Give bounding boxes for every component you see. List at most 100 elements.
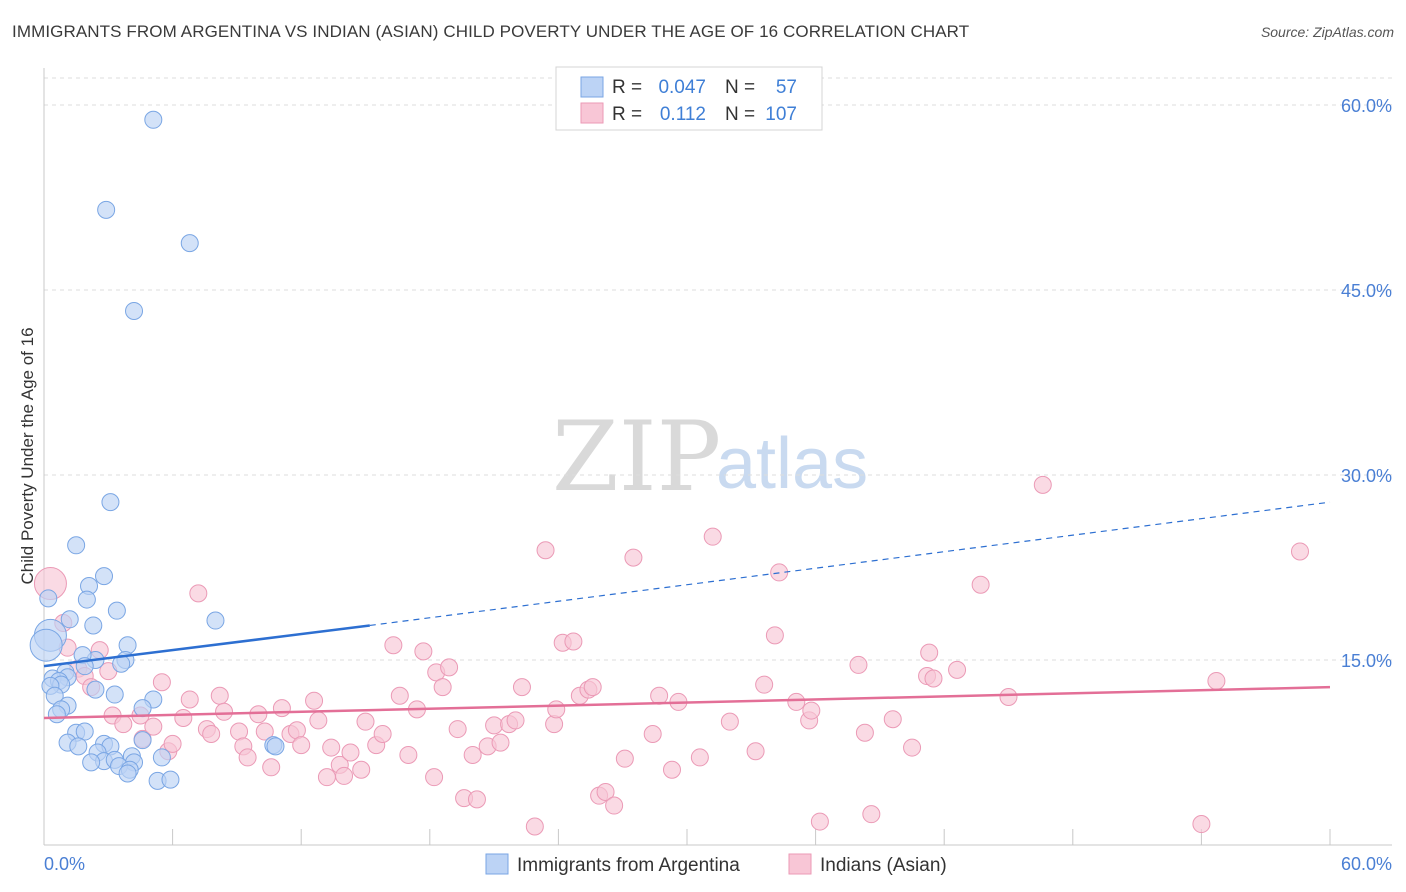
indians-asian-point (924, 669, 943, 688)
indians-asian-point (662, 760, 681, 779)
indians-asian-point (810, 812, 829, 831)
series-legend: Immigrants from Argentina Indians (Asian… (485, 853, 947, 876)
legend-n-value-2: 107 (765, 104, 797, 125)
argentina-point (84, 616, 103, 635)
indians-asian-point (1290, 542, 1309, 561)
legend-n-value-1: 57 (776, 77, 797, 98)
indians-asian-point (287, 721, 306, 740)
bottom-legend-label-indians: Indians (Asian) (820, 855, 947, 876)
bottom-legend-swatch-pink (788, 853, 812, 875)
argentina-point (206, 611, 225, 630)
y-axis-label: Child Poverty Under the Age of 16 (18, 327, 37, 584)
watermark: ZIP atlas (552, 401, 868, 513)
argentina-point (125, 301, 144, 320)
watermark-atlas: atlas (716, 424, 868, 504)
y-tick-labels: 15.0% 30.0% 45.0% 60.0% (1341, 96, 1392, 671)
indians-asian-point (1033, 475, 1052, 494)
indians-asian-point (335, 766, 354, 785)
indians-asian-point (720, 712, 739, 731)
indians-asian-point (238, 748, 257, 767)
indians-asian-point (564, 632, 583, 651)
legend-r-value-1: 0.047 (658, 77, 706, 98)
indians-asian-point (152, 673, 171, 692)
gridlines (44, 77, 1392, 661)
legend-n-label-1: N = (725, 77, 755, 98)
indians-asian-point (352, 760, 371, 779)
argentina-point (60, 610, 79, 629)
indians-asian-point (317, 768, 336, 787)
indians-asian-point (341, 743, 360, 762)
argentina-point (161, 770, 180, 789)
y-tick-label: 15.0% (1341, 651, 1392, 671)
argentina-point (266, 737, 285, 756)
y-tick-label: 30.0% (1341, 466, 1392, 486)
chart-title: IMMIGRANTS FROM ARGENTINA VS INDIAN (ASI… (12, 22, 970, 41)
indians-asian-point (855, 723, 874, 742)
indians-asian-point (802, 701, 821, 720)
indians-asian-point (230, 722, 249, 741)
argentina-point (95, 567, 114, 586)
source-attribution: Source: ZipAtlas.com (1260, 24, 1394, 40)
indians-asian-point (690, 748, 709, 767)
indians-asian-point (703, 527, 722, 546)
indians-asian-point (583, 678, 602, 697)
watermark-zip: ZIP (552, 401, 721, 513)
argentina-point (118, 636, 137, 655)
indians-asian-point (272, 699, 291, 718)
x-tick-marks (43, 829, 1331, 845)
indians-asian-point (210, 686, 229, 705)
indians-asian-point (948, 660, 967, 679)
indians-asian-point (255, 722, 274, 741)
legend-swatch-blue (580, 76, 604, 98)
legend-r-value-2: 0.112 (660, 104, 706, 125)
argentina-point (67, 536, 86, 555)
legend-r-label-1: R = (612, 77, 642, 98)
argentina-point (105, 685, 124, 704)
indians-asian-point (292, 736, 311, 755)
indians-asian-point (746, 742, 765, 761)
indians-asian-point (849, 655, 868, 674)
argentina-point (82, 753, 101, 772)
x-tick-label-min: 0.0% (44, 854, 85, 874)
y-tick-label: 45.0% (1341, 281, 1392, 301)
indians-asian-point (596, 782, 615, 801)
indians-asian-point (414, 642, 433, 661)
argentina-point (133, 731, 152, 750)
indians-asian-point (1207, 671, 1226, 690)
indians-asian-point (755, 675, 774, 694)
indians-asian-trend-line (43, 685, 1331, 720)
indians-asian-point (384, 636, 403, 655)
series-indians-asian (33, 475, 1309, 836)
indians-asian-point (467, 790, 486, 809)
argentina-point (29, 628, 63, 662)
indians-asian-point (215, 702, 234, 721)
indians-asian-point (202, 725, 221, 743)
indians-asian-point (615, 749, 634, 768)
indians-asian-point (491, 733, 510, 752)
y-tick-label: 60.0% (1341, 96, 1392, 116)
indians-asian-point (545, 715, 564, 734)
indians-asian-point (920, 643, 939, 662)
indians-asian-point (440, 658, 459, 677)
argentina-point (101, 493, 120, 512)
argentina-point (39, 589, 58, 608)
trend-lines (43, 501, 1331, 720)
indians-asian-point (309, 711, 328, 730)
argentina-point (112, 654, 131, 673)
argentina-point (152, 748, 171, 767)
x-tick-label-max: 60.0% (1341, 854, 1392, 874)
indians-asian-point (787, 692, 806, 711)
indians-asian-point (999, 688, 1018, 706)
indians-asian-point (1192, 815, 1211, 834)
argentina-point (69, 737, 88, 756)
argentina-point (107, 601, 126, 620)
argentina-point (144, 110, 163, 129)
indians-asian-point (547, 700, 566, 719)
indians-asian-point (536, 541, 555, 560)
legend-swatch-pink (580, 102, 604, 124)
indians-asian-point (189, 584, 208, 603)
indians-asian-point (512, 678, 531, 697)
indians-asian-point (485, 716, 504, 735)
indians-asian-point (174, 708, 193, 727)
